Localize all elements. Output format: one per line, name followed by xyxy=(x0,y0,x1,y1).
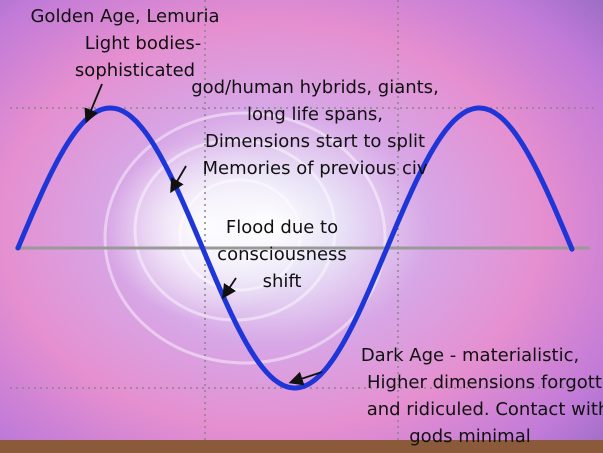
label-line: gods minimal xyxy=(409,426,530,447)
label-line: Flood due to xyxy=(226,217,338,238)
label-line: long life spans, xyxy=(247,104,383,125)
label-line: Golden Age, Lemuria xyxy=(30,6,219,27)
label-line: consciousness xyxy=(217,244,347,265)
slide: Golden Age, Lemuria Light bodies-sophisti… xyxy=(0,0,603,453)
label-line: Dimensions start to split xyxy=(205,131,425,152)
label-line: god/human hybrids, giants, xyxy=(191,77,439,98)
label-line: and ridiculed. Contact with xyxy=(367,399,603,420)
label-line: Memories of previous civ xyxy=(202,158,427,179)
label-line: Higher dimensions forgotte xyxy=(367,372,603,393)
label-line: Light bodies- xyxy=(85,33,201,54)
label-line: shift xyxy=(263,271,302,292)
label-line: sophisticated xyxy=(75,60,195,81)
label-line: Dark Age - materialistic, xyxy=(361,345,579,366)
